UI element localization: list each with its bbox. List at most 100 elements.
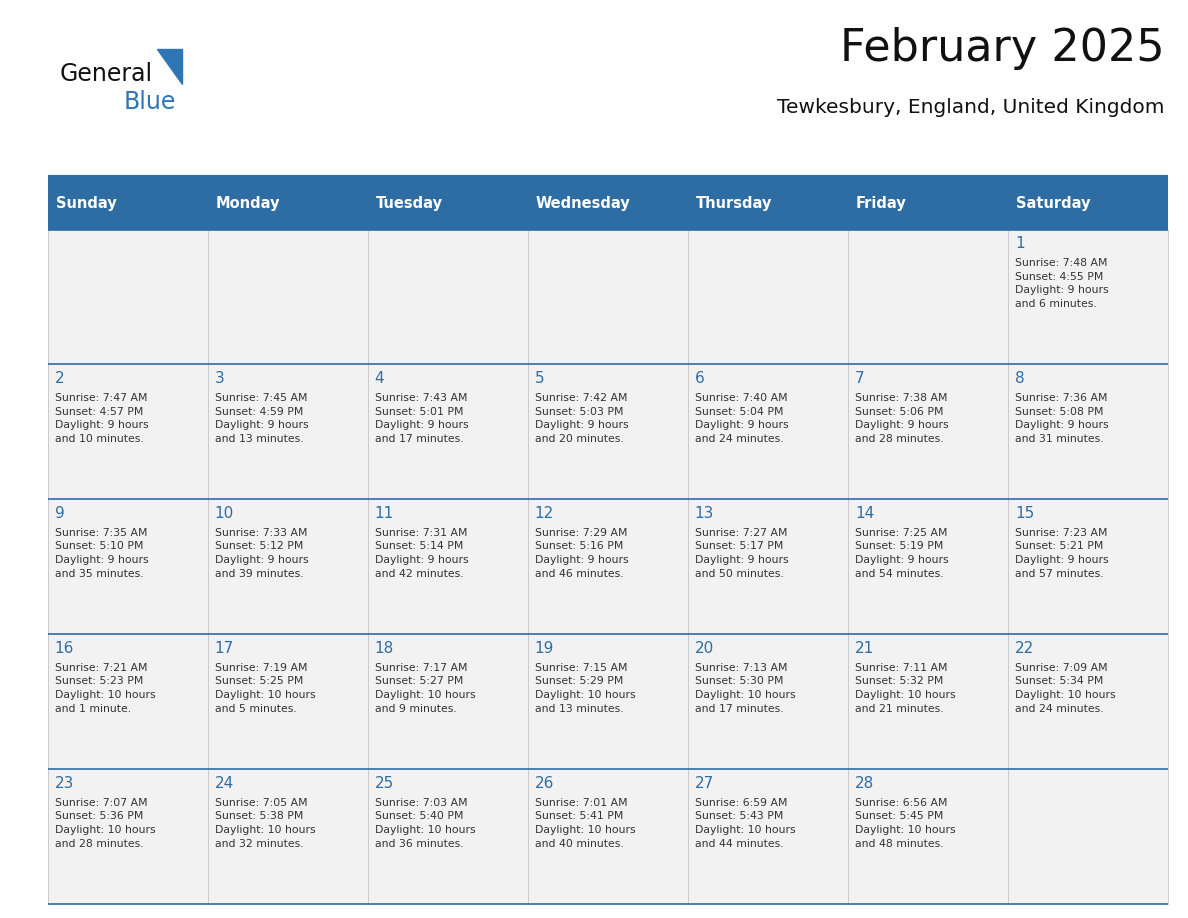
Bar <box>48 499 208 634</box>
Bar <box>527 230 688 364</box>
Bar <box>848 499 1007 634</box>
Text: Sunrise: 7:47 AM
Sunset: 4:57 PM
Daylight: 9 hours
and 10 minutes.: Sunrise: 7:47 AM Sunset: 4:57 PM Dayligh… <box>55 393 148 443</box>
Text: February 2025: February 2025 <box>840 27 1164 70</box>
Text: Sunrise: 7:38 AM
Sunset: 5:06 PM
Daylight: 9 hours
and 28 minutes.: Sunrise: 7:38 AM Sunset: 5:06 PM Dayligh… <box>855 393 948 443</box>
Bar <box>527 769 688 904</box>
Bar <box>1007 634 1168 769</box>
Bar <box>688 634 848 769</box>
Bar <box>848 769 1007 904</box>
Text: 15: 15 <box>1015 506 1034 521</box>
Text: 16: 16 <box>55 641 74 655</box>
Bar <box>527 634 688 769</box>
Text: 1: 1 <box>1015 236 1024 251</box>
Text: 14: 14 <box>855 506 874 521</box>
Text: Sunrise: 6:59 AM
Sunset: 5:43 PM
Daylight: 10 hours
and 44 minutes.: Sunrise: 6:59 AM Sunset: 5:43 PM Dayligh… <box>695 798 796 848</box>
Bar <box>688 769 848 904</box>
Text: Sunrise: 7:27 AM
Sunset: 5:17 PM
Daylight: 9 hours
and 50 minutes.: Sunrise: 7:27 AM Sunset: 5:17 PM Dayligh… <box>695 528 789 578</box>
Text: 17: 17 <box>215 641 234 655</box>
Bar <box>688 499 848 634</box>
Text: Sunrise: 7:29 AM
Sunset: 5:16 PM
Daylight: 9 hours
and 46 minutes.: Sunrise: 7:29 AM Sunset: 5:16 PM Dayligh… <box>535 528 628 578</box>
Bar <box>1007 499 1168 634</box>
Bar <box>367 634 527 769</box>
Text: 28: 28 <box>855 776 874 790</box>
Bar <box>208 364 367 499</box>
Text: Sunrise: 7:03 AM
Sunset: 5:40 PM
Daylight: 10 hours
and 36 minutes.: Sunrise: 7:03 AM Sunset: 5:40 PM Dayligh… <box>374 798 475 848</box>
Text: Sunrise: 7:36 AM
Sunset: 5:08 PM
Daylight: 9 hours
and 31 minutes.: Sunrise: 7:36 AM Sunset: 5:08 PM Dayligh… <box>1015 393 1108 443</box>
Bar <box>1007 769 1168 904</box>
Text: Tewkesbury, England, United Kingdom: Tewkesbury, England, United Kingdom <box>777 98 1164 118</box>
Text: Sunrise: 7:13 AM
Sunset: 5:30 PM
Daylight: 10 hours
and 17 minutes.: Sunrise: 7:13 AM Sunset: 5:30 PM Dayligh… <box>695 663 796 713</box>
Text: 10: 10 <box>215 506 234 521</box>
Text: Sunrise: 7:19 AM
Sunset: 5:25 PM
Daylight: 10 hours
and 5 minutes.: Sunrise: 7:19 AM Sunset: 5:25 PM Dayligh… <box>215 663 315 713</box>
Text: Sunrise: 7:05 AM
Sunset: 5:38 PM
Daylight: 10 hours
and 32 minutes.: Sunrise: 7:05 AM Sunset: 5:38 PM Dayligh… <box>215 798 315 848</box>
Text: 9: 9 <box>55 506 64 521</box>
Text: 12: 12 <box>535 506 554 521</box>
Text: Sunrise: 7:35 AM
Sunset: 5:10 PM
Daylight: 9 hours
and 35 minutes.: Sunrise: 7:35 AM Sunset: 5:10 PM Dayligh… <box>55 528 148 578</box>
Bar <box>208 769 367 904</box>
Text: Blue: Blue <box>124 90 176 114</box>
Bar <box>1007 230 1168 364</box>
Bar <box>208 230 367 364</box>
Text: 6: 6 <box>695 371 704 386</box>
Text: Saturday: Saturday <box>1016 196 1091 211</box>
Text: Wednesday: Wednesday <box>536 196 631 211</box>
Bar <box>848 230 1007 364</box>
Bar <box>527 364 688 499</box>
Text: Sunrise: 7:43 AM
Sunset: 5:01 PM
Daylight: 9 hours
and 17 minutes.: Sunrise: 7:43 AM Sunset: 5:01 PM Dayligh… <box>374 393 468 443</box>
Text: Sunrise: 7:09 AM
Sunset: 5:34 PM
Daylight: 10 hours
and 24 minutes.: Sunrise: 7:09 AM Sunset: 5:34 PM Dayligh… <box>1015 663 1116 713</box>
Text: Sunrise: 7:45 AM
Sunset: 4:59 PM
Daylight: 9 hours
and 13 minutes.: Sunrise: 7:45 AM Sunset: 4:59 PM Dayligh… <box>215 393 309 443</box>
Text: Sunrise: 7:11 AM
Sunset: 5:32 PM
Daylight: 10 hours
and 21 minutes.: Sunrise: 7:11 AM Sunset: 5:32 PM Dayligh… <box>855 663 955 713</box>
Text: Sunrise: 7:07 AM
Sunset: 5:36 PM
Daylight: 10 hours
and 28 minutes.: Sunrise: 7:07 AM Sunset: 5:36 PM Dayligh… <box>55 798 156 848</box>
Text: 11: 11 <box>374 506 394 521</box>
Text: Sunday: Sunday <box>56 196 116 211</box>
Text: 24: 24 <box>215 776 234 790</box>
Bar <box>48 177 1168 230</box>
Bar <box>367 499 527 634</box>
Text: 8: 8 <box>1015 371 1024 386</box>
Text: Sunrise: 6:56 AM
Sunset: 5:45 PM
Daylight: 10 hours
and 48 minutes.: Sunrise: 6:56 AM Sunset: 5:45 PM Dayligh… <box>855 798 955 848</box>
Text: 7: 7 <box>855 371 865 386</box>
Text: Tuesday: Tuesday <box>375 196 443 211</box>
Text: Monday: Monday <box>216 196 280 211</box>
Text: 3: 3 <box>215 371 225 386</box>
Text: 20: 20 <box>695 641 714 655</box>
Bar <box>367 769 527 904</box>
Text: Sunrise: 7:01 AM
Sunset: 5:41 PM
Daylight: 10 hours
and 40 minutes.: Sunrise: 7:01 AM Sunset: 5:41 PM Dayligh… <box>535 798 636 848</box>
Text: 19: 19 <box>535 641 554 655</box>
Text: 13: 13 <box>695 506 714 521</box>
Text: 25: 25 <box>374 776 394 790</box>
Text: Sunrise: 7:48 AM
Sunset: 4:55 PM
Daylight: 9 hours
and 6 minutes.: Sunrise: 7:48 AM Sunset: 4:55 PM Dayligh… <box>1015 258 1108 308</box>
Text: Thursday: Thursday <box>696 196 772 211</box>
Bar <box>367 364 527 499</box>
Text: Sunrise: 7:15 AM
Sunset: 5:29 PM
Daylight: 10 hours
and 13 minutes.: Sunrise: 7:15 AM Sunset: 5:29 PM Dayligh… <box>535 663 636 713</box>
Bar <box>688 364 848 499</box>
Text: Friday: Friday <box>857 196 906 211</box>
Text: 22: 22 <box>1015 641 1034 655</box>
Text: 21: 21 <box>855 641 874 655</box>
Text: Sunrise: 7:23 AM
Sunset: 5:21 PM
Daylight: 9 hours
and 57 minutes.: Sunrise: 7:23 AM Sunset: 5:21 PM Dayligh… <box>1015 528 1108 578</box>
Bar <box>208 499 367 634</box>
Text: 26: 26 <box>535 776 554 790</box>
Text: Sunrise: 7:25 AM
Sunset: 5:19 PM
Daylight: 9 hours
and 54 minutes.: Sunrise: 7:25 AM Sunset: 5:19 PM Dayligh… <box>855 528 948 578</box>
Bar <box>527 499 688 634</box>
Text: General: General <box>59 62 152 85</box>
Bar <box>367 230 527 364</box>
Bar <box>48 230 208 364</box>
Text: Sunrise: 7:40 AM
Sunset: 5:04 PM
Daylight: 9 hours
and 24 minutes.: Sunrise: 7:40 AM Sunset: 5:04 PM Dayligh… <box>695 393 789 443</box>
Bar <box>48 364 208 499</box>
Polygon shape <box>157 49 182 84</box>
Bar <box>208 634 367 769</box>
Text: Sunrise: 7:31 AM
Sunset: 5:14 PM
Daylight: 9 hours
and 42 minutes.: Sunrise: 7:31 AM Sunset: 5:14 PM Dayligh… <box>374 528 468 578</box>
Text: Sunrise: 7:21 AM
Sunset: 5:23 PM
Daylight: 10 hours
and 1 minute.: Sunrise: 7:21 AM Sunset: 5:23 PM Dayligh… <box>55 663 156 713</box>
Text: Sunrise: 7:42 AM
Sunset: 5:03 PM
Daylight: 9 hours
and 20 minutes.: Sunrise: 7:42 AM Sunset: 5:03 PM Dayligh… <box>535 393 628 443</box>
Bar <box>688 230 848 364</box>
Text: 4: 4 <box>374 371 385 386</box>
Bar <box>48 769 208 904</box>
Text: Sunrise: 7:17 AM
Sunset: 5:27 PM
Daylight: 10 hours
and 9 minutes.: Sunrise: 7:17 AM Sunset: 5:27 PM Dayligh… <box>374 663 475 713</box>
Text: 23: 23 <box>55 776 74 790</box>
Bar <box>1007 364 1168 499</box>
Text: 18: 18 <box>374 641 394 655</box>
Text: Sunrise: 7:33 AM
Sunset: 5:12 PM
Daylight: 9 hours
and 39 minutes.: Sunrise: 7:33 AM Sunset: 5:12 PM Dayligh… <box>215 528 309 578</box>
Text: 5: 5 <box>535 371 544 386</box>
Text: 2: 2 <box>55 371 64 386</box>
